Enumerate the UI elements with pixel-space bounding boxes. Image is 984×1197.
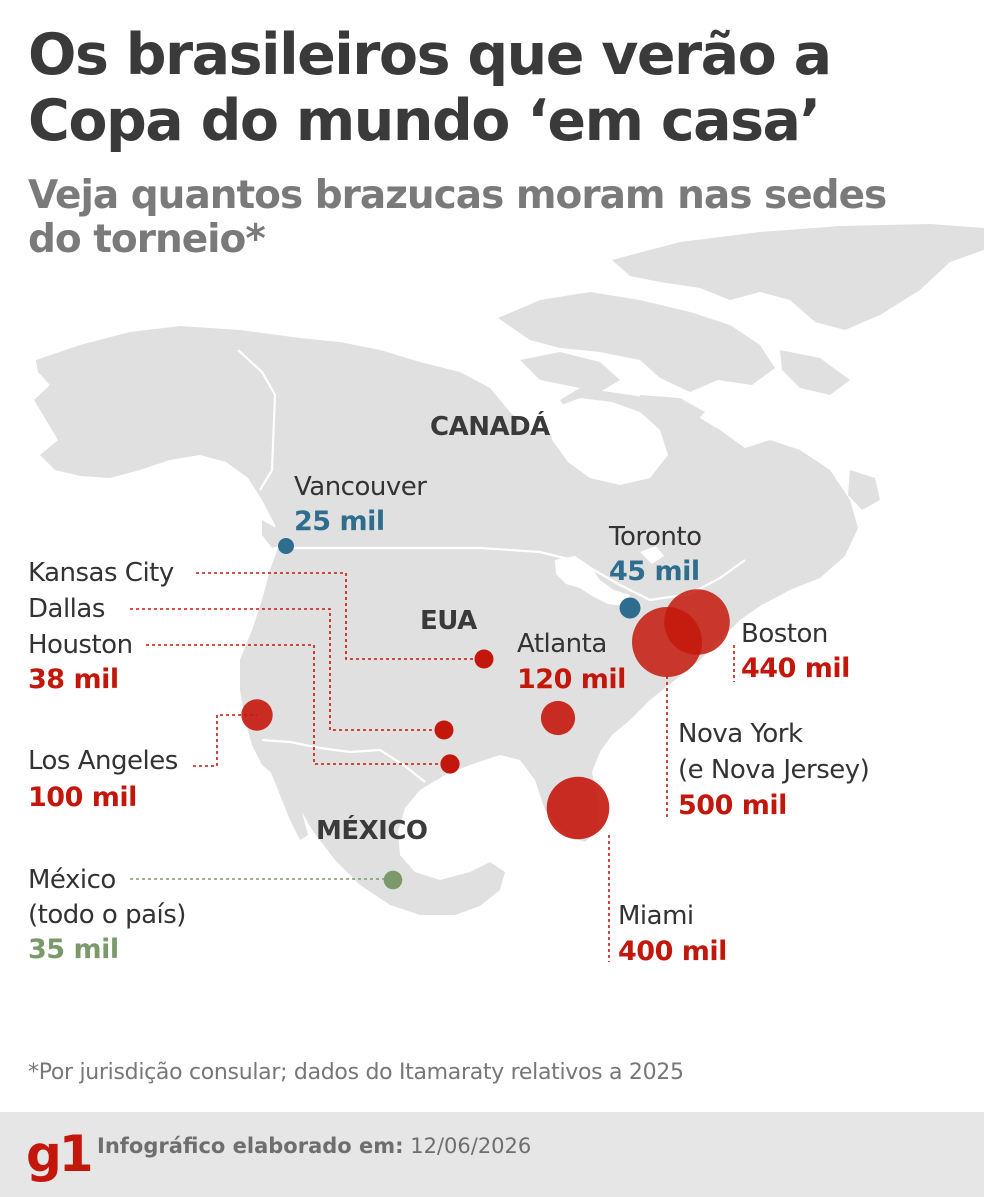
country-label-mexico: MÉXICO xyxy=(316,816,428,846)
city-label-mexico: México xyxy=(28,865,116,895)
page-subtitle: Veja quantos brazucas moram nas sedes do… xyxy=(28,173,887,262)
city-label-new-york: Nova York xyxy=(678,719,803,749)
footer-bar: g1 Infográfico elaborado em: 12/06/2026 xyxy=(0,1112,984,1197)
footnote: *Por jurisdição consular; dados do Itama… xyxy=(28,1060,684,1085)
city-value-mexico: 35 mil xyxy=(28,934,119,965)
city-value-new-york: 500 mil xyxy=(678,790,787,821)
city-value-boston: 440 mil xyxy=(741,653,850,684)
city-value-toronto: 45 mil xyxy=(609,556,700,587)
bubble-mexico xyxy=(383,870,403,890)
alaska-canada-border xyxy=(237,349,277,491)
baja-california xyxy=(262,742,308,840)
city-label-toronto: Toronto xyxy=(609,522,702,552)
bubble-los-angeles xyxy=(241,699,273,731)
arctic-islands xyxy=(498,292,775,392)
canada-usa-border xyxy=(278,546,746,602)
city-label-dallas: Dallas xyxy=(28,594,105,624)
great-lakes xyxy=(555,556,630,606)
city-label-atlanta: Atlanta xyxy=(517,629,607,659)
credit-date: 12/06/2026 xyxy=(410,1134,532,1158)
bubble-houston xyxy=(440,754,460,774)
bubble-vancouver xyxy=(278,538,294,554)
city-value-atlanta: 120 mil xyxy=(517,664,626,695)
city-label-boston: Boston xyxy=(741,619,828,649)
credit-label: Infográfico elaborado em: xyxy=(97,1134,404,1158)
bubble-new-york xyxy=(632,607,702,677)
greenland-land xyxy=(612,224,984,330)
g1-logo[interactable]: g1 xyxy=(26,1125,94,1183)
city-value-los-angeles: 100 mil xyxy=(28,782,137,813)
city-label-kansas-city: Kansas City xyxy=(28,558,174,588)
country-label-canada: CANADÁ xyxy=(430,412,550,442)
leader-los-angeles xyxy=(193,714,257,767)
city-label-mexico-sub: (todo o país) xyxy=(28,900,186,930)
city-label-los-angeles: Los Angeles xyxy=(28,746,178,776)
city-label-vancouver: Vancouver xyxy=(294,472,427,502)
leader-houston xyxy=(146,644,450,765)
leader-kansas-city xyxy=(196,572,484,660)
page-title: Os brasileiros que verão a Copa do mundo… xyxy=(28,22,832,154)
country-label-usa: EUA xyxy=(420,606,477,636)
leader-dallas xyxy=(130,608,444,731)
bubble-miami xyxy=(546,776,610,840)
city-value-houston: 38 mil xyxy=(28,664,119,695)
bubble-kansas-city xyxy=(474,649,494,669)
bubble-atlanta xyxy=(540,700,576,736)
bubble-dallas xyxy=(434,720,454,740)
hudson-bay xyxy=(548,398,668,485)
city-label-houston: Houston xyxy=(28,630,133,660)
usa-mexico-border xyxy=(261,738,426,783)
city-value-miami: 400 mil xyxy=(618,936,727,967)
bubble-toronto xyxy=(619,597,641,619)
city-label-miami: Miami xyxy=(618,901,694,931)
city-value-vancouver: 25 mil xyxy=(294,506,385,537)
city-label-new-york-sub: (e Nova Jersey) xyxy=(678,755,870,785)
credit-line: Infográfico elaborado em: 12/06/2026 xyxy=(97,1132,531,1160)
